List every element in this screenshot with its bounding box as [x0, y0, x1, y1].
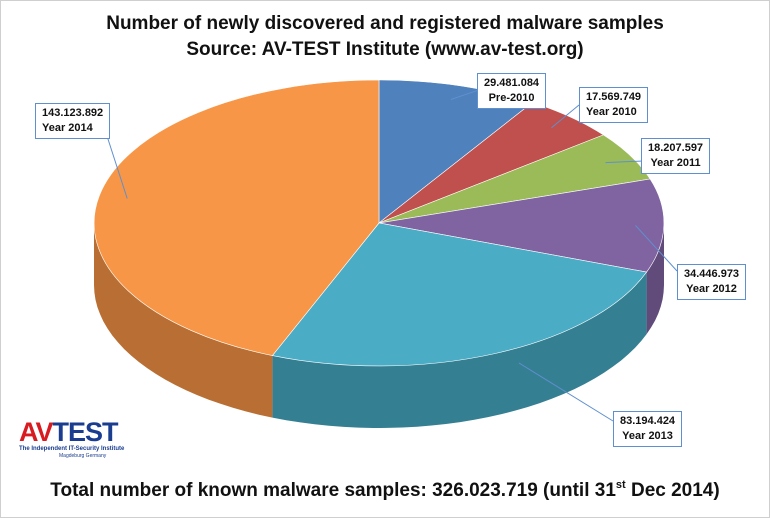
callout-value: 29.481.084 — [484, 77, 540, 89]
logo-location: Magdeburg Germany — [59, 453, 107, 459]
pie-side-2013 — [272, 272, 647, 428]
callout-2014: 143.123.892 Year 2014 — [35, 103, 111, 139]
callout-pre-2010: 29.481.084 Pre-2010 — [477, 73, 547, 109]
av-test-logo: AVTEST The Independent IT-Security Insti… — [19, 419, 129, 460]
callout-2013: 83.194.424 Year 2013 — [613, 411, 683, 447]
callout-value: 83.194.424 — [620, 415, 676, 427]
callout-2012: 34.446.973 Year 2012 — [677, 264, 747, 300]
footer-sup: st — [615, 479, 626, 491]
leader-line-2012 — [635, 225, 678, 272]
pie-slice-2013 — [271, 222, 648, 367]
pie-chart — [93, 78, 678, 428]
leader-line-2013 — [518, 362, 614, 422]
pie-slice-2012 — [378, 178, 665, 273]
callout-2010: 17.569.749 Year 2010 — [579, 87, 649, 123]
footer-tail: Dec 2014) — [625, 480, 720, 501]
callout-value: 34.446.973 — [684, 268, 740, 280]
chart-subtitle: Source: AV-TEST Institute (www.av-test.o… — [186, 39, 584, 60]
leader-line-2011 — [605, 160, 644, 164]
total-footer: Total number of known malware samples: 3… — [1, 479, 769, 502]
logo-av: AV — [19, 417, 54, 447]
logo-wordmark: AVTEST — [19, 417, 129, 447]
callout-category: Year 2014 — [42, 122, 93, 134]
pie-side-2012 — [646, 223, 664, 335]
pie-slice-2014 — [93, 79, 380, 356]
chart-title: Number of newly discovered and registere… — [106, 13, 664, 34]
leader-line-2010 — [551, 104, 580, 129]
footer-text: Total number of known malware samples: 3… — [50, 480, 616, 501]
callout-2011: 18.207.597 Year 2011 — [641, 138, 711, 174]
logo-test: TEST — [52, 417, 119, 447]
callout-value: 17.569.749 — [586, 91, 642, 103]
callout-category: Pre-2010 — [488, 92, 535, 104]
pie-side-2014 — [94, 223, 273, 418]
callout-category: Year 2013 — [622, 430, 673, 442]
leader-line-2014 — [106, 135, 128, 199]
logo-tagline: The Independent IT-Security Institute — [19, 446, 125, 452]
callout-category: Year 2011 — [650, 157, 701, 169]
callout-category: Year 2012 — [686, 283, 737, 295]
callout-category: Year 2010 — [586, 106, 637, 118]
callout-value: 18.207.597 — [648, 142, 704, 154]
callout-value: 143.123.892 — [42, 107, 104, 119]
